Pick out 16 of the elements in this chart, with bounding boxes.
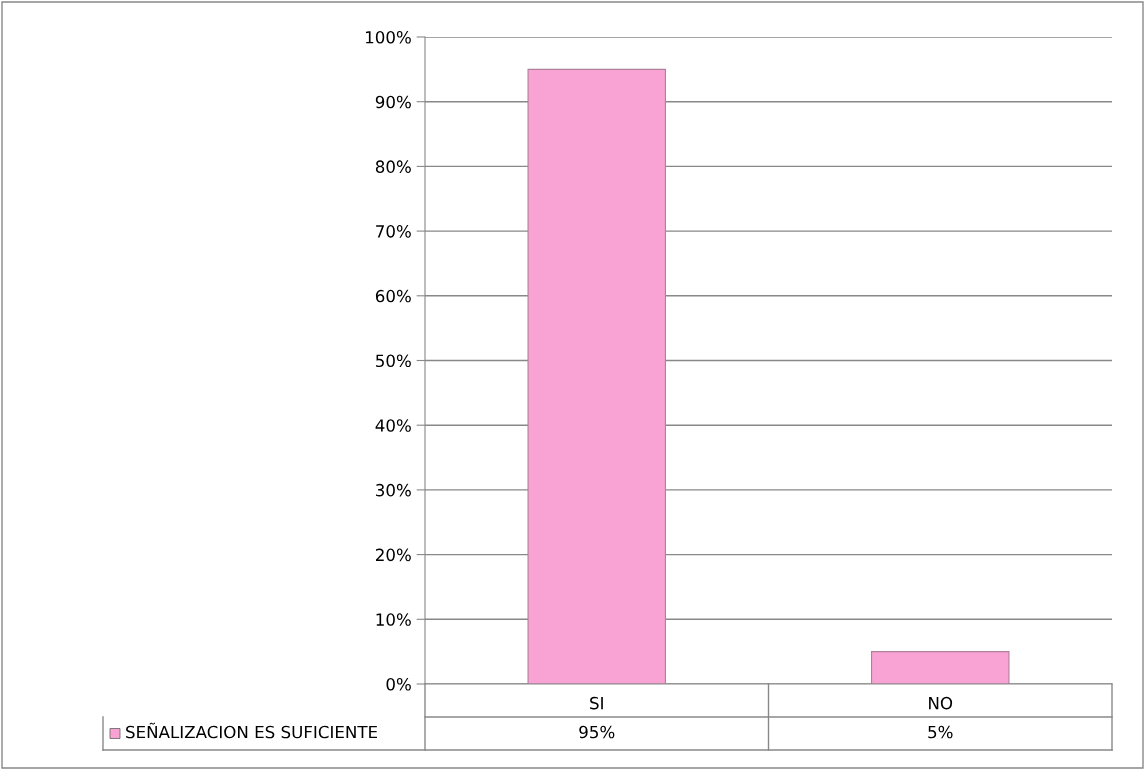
y-tick-label: 20%	[375, 548, 411, 562]
legend-label: SEÑALIZACION ES SUFICIENTE	[126, 722, 378, 739]
data-label: 5%	[928, 725, 953, 739]
y-tick-label: 100%	[365, 30, 411, 44]
y-tick-label: 40%	[375, 419, 411, 432]
y-tick-label: 0%	[386, 677, 411, 691]
y-tick-label: 90%	[375, 95, 411, 109]
y-tick-label: 10%	[376, 613, 411, 626]
data-label: 95%	[579, 725, 615, 739]
y-tick-label: 50%	[376, 354, 411, 368]
x-tick-label: SI	[590, 696, 603, 710]
x-tick-label: NO	[929, 696, 953, 710]
y-tick-label: 80%	[375, 160, 411, 173]
y-tick-label: 70%	[376, 225, 411, 238]
y-tick-label: 30%	[376, 483, 411, 497]
y-tick-label: 60%	[375, 289, 411, 303]
